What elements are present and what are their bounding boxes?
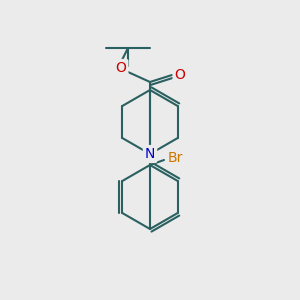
Text: O: O: [175, 68, 185, 82]
Text: O: O: [116, 61, 126, 75]
Text: N: N: [145, 147, 155, 161]
Text: Br: Br: [167, 151, 183, 165]
